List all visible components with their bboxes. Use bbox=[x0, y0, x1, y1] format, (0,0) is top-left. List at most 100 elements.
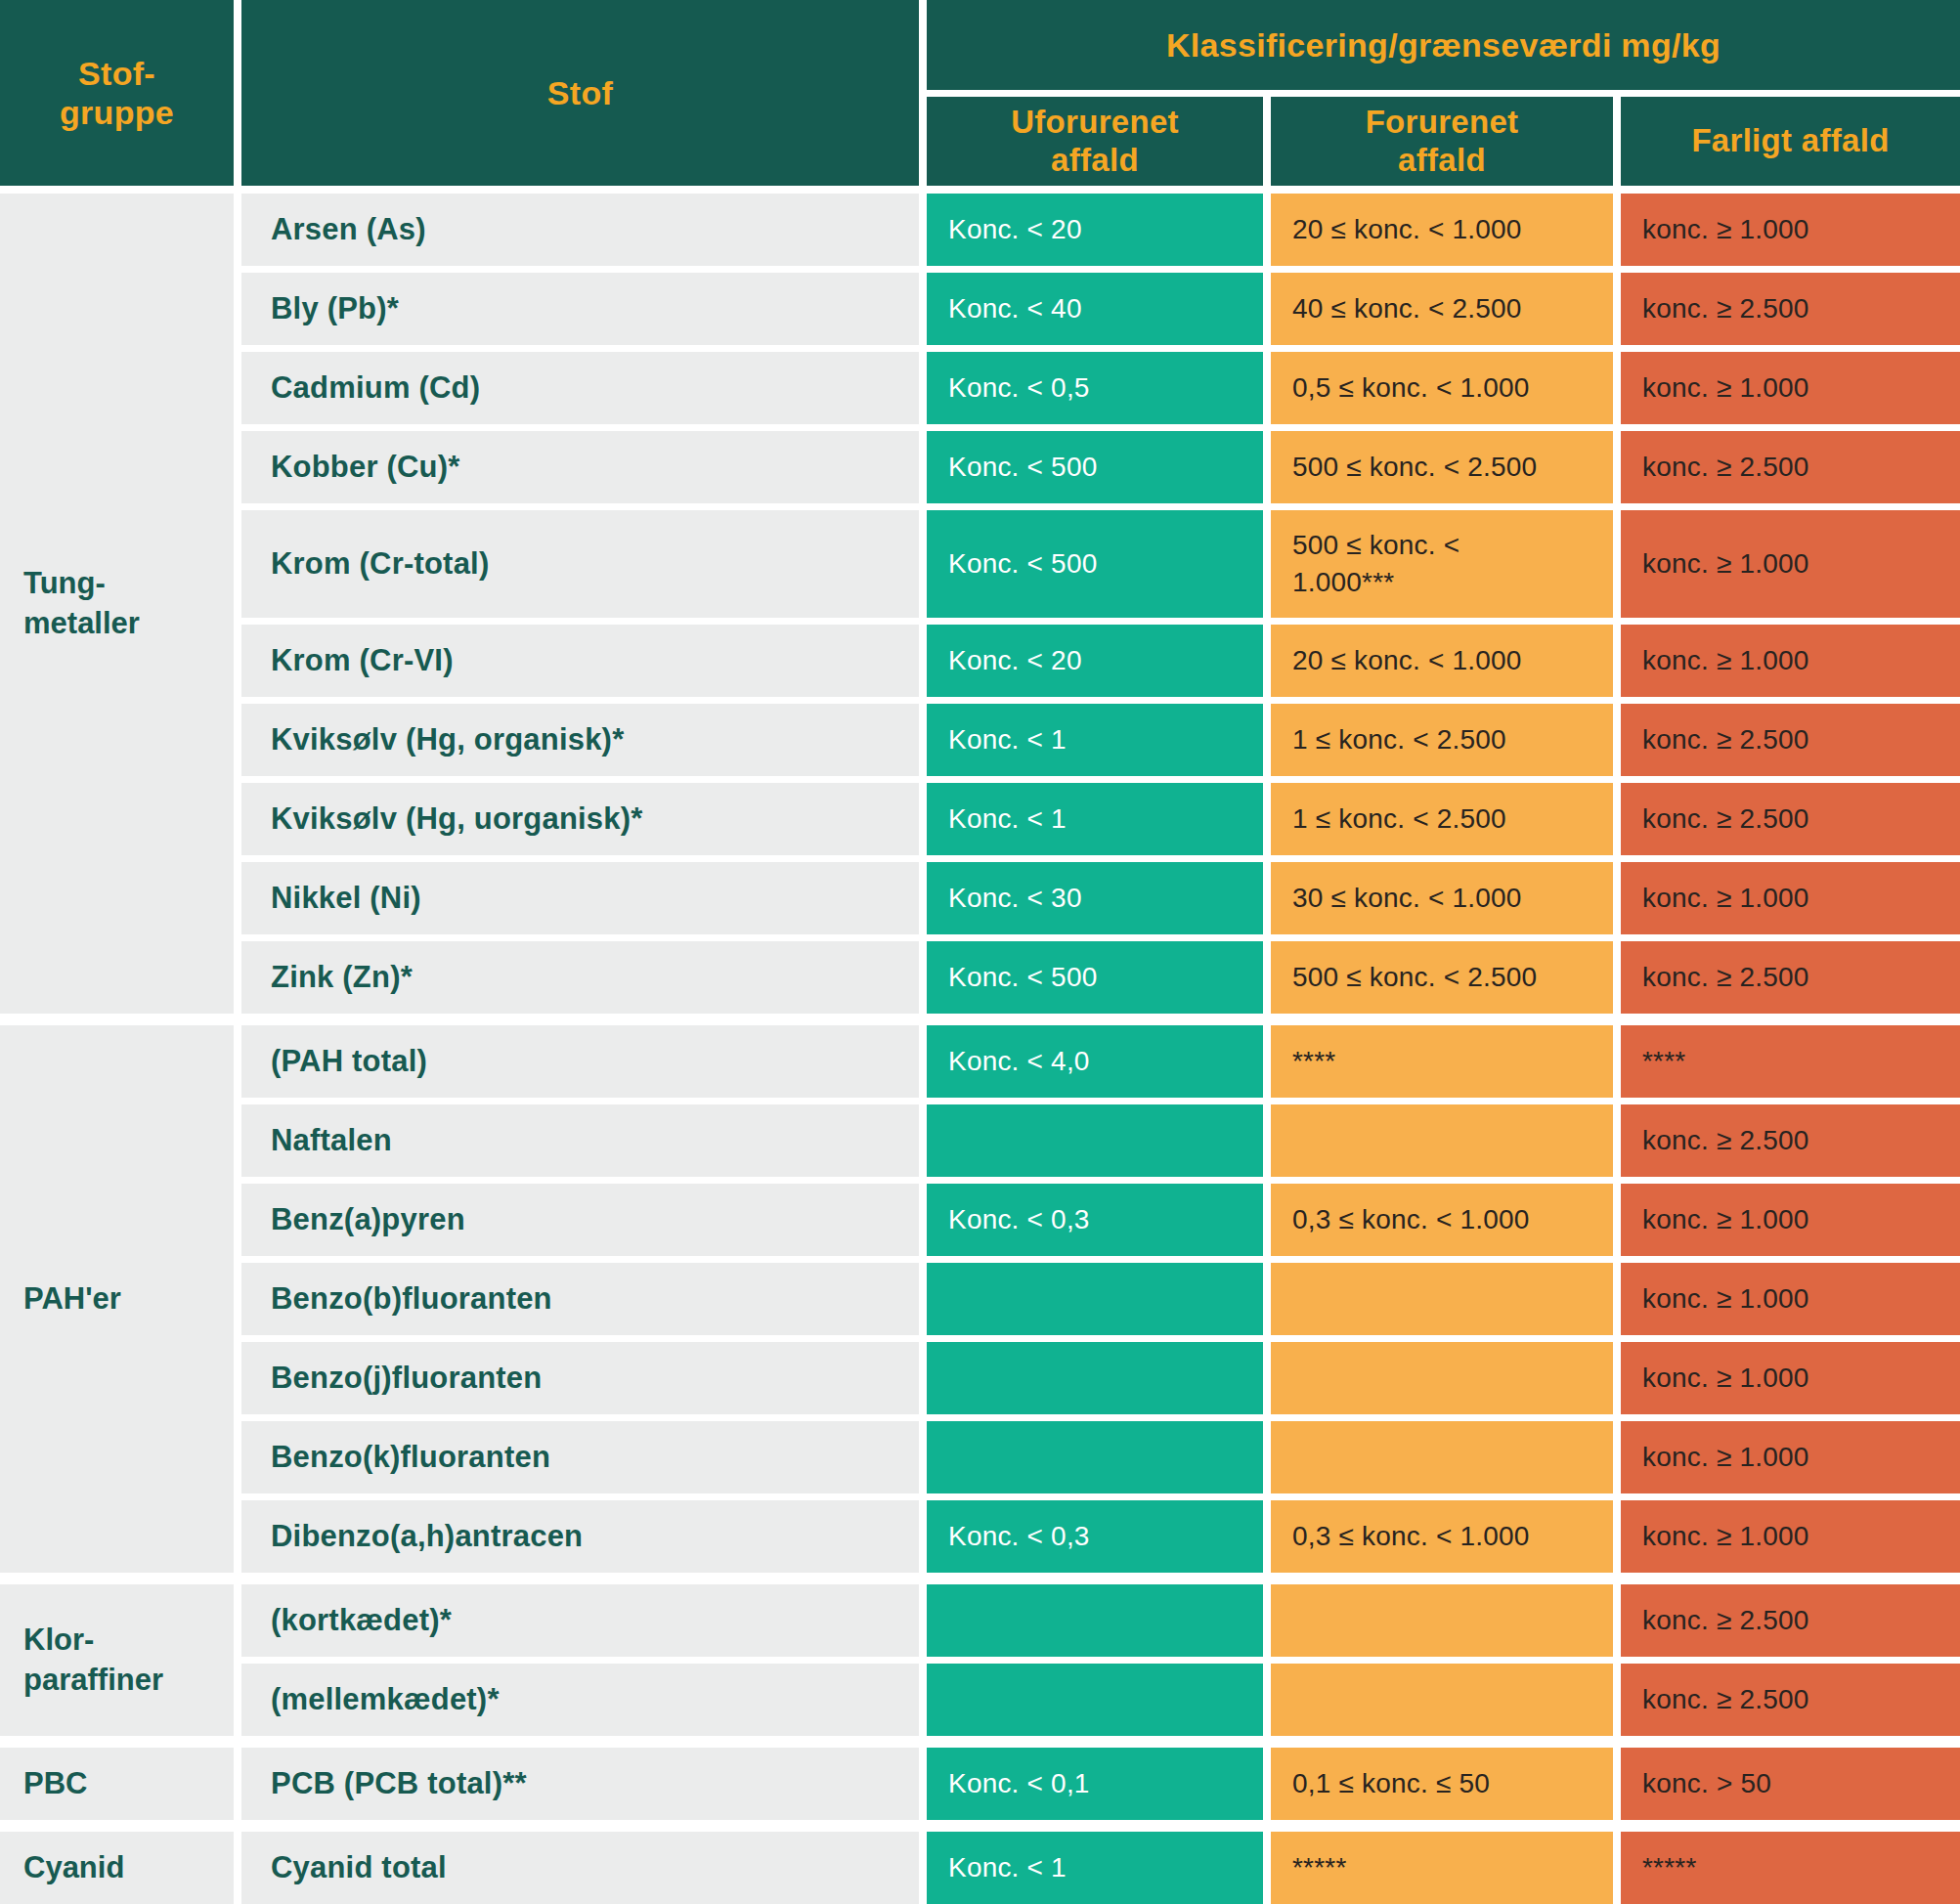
substance-label: (PAH total) bbox=[271, 1044, 427, 1079]
uforurenet-cell: Konc. < 0,3 bbox=[927, 1500, 1263, 1573]
forurenet-cell: ***** bbox=[1271, 1832, 1613, 1904]
substance-group: PAH'er (PAH total) Konc. < 4,0 **** ****… bbox=[0, 1025, 1960, 1573]
uforurenet-value: Konc. < 500 bbox=[948, 545, 1097, 583]
farligt-cell: konc. ≥ 1.000 bbox=[1621, 1500, 1960, 1573]
uforurenet-value: Konc. < 1 bbox=[948, 721, 1067, 758]
farligt-cell: konc. ≥ 1.000 bbox=[1621, 1342, 1960, 1414]
forurenet-cell: 1 ≤ konc. < 2.500 bbox=[1271, 783, 1613, 855]
substance-cell: Zink (Zn)* bbox=[241, 941, 919, 1014]
substance-label: Kviksølv (Hg, uorganisk)* bbox=[271, 801, 643, 837]
farligt-value: konc. ≥ 2.500 bbox=[1642, 801, 1809, 838]
uforurenet-cell: Konc. < 500 bbox=[927, 510, 1263, 618]
farligt-cell: konc. ≥ 1.000 bbox=[1621, 1421, 1960, 1493]
substance-group: Tung- metaller Arsen (As) Konc. < 20 20 … bbox=[0, 194, 1960, 1014]
forurenet-value: 0,3 ≤ konc. < 1.000 bbox=[1292, 1201, 1530, 1238]
substance-cell: Benzo(b)fluoranten bbox=[241, 1263, 919, 1335]
farligt-value: konc. ≥ 2.500 bbox=[1642, 1122, 1809, 1159]
farligt-cell: konc. ≥ 1.000 bbox=[1621, 194, 1960, 266]
farligt-cell: konc. ≥ 2.500 bbox=[1621, 1104, 1960, 1177]
uforurenet-value: Konc. < 30 bbox=[948, 880, 1082, 917]
substance-label: Naftalen bbox=[271, 1123, 392, 1158]
substance-label: Benzo(k)fluoranten bbox=[271, 1440, 550, 1475]
substance-label: Dibenzo(a,h)antracen bbox=[271, 1519, 583, 1554]
farligt-value: konc. ≥ 1.000 bbox=[1642, 1280, 1809, 1318]
forurenet-value: 30 ≤ konc. < 1.000 bbox=[1292, 880, 1522, 917]
forurenet-cell: 500 ≤ konc. < 1.000*** bbox=[1271, 510, 1613, 618]
uforurenet-cell: Konc. < 20 bbox=[927, 625, 1263, 697]
substance-cell: Krom (Cr-total) bbox=[241, 510, 919, 618]
farligt-value: konc. ≥ 1.000 bbox=[1642, 1201, 1809, 1238]
forurenet-value: 500 ≤ konc. < 2.500 bbox=[1292, 959, 1537, 996]
uforurenet-cell bbox=[927, 1421, 1263, 1493]
substance-cell: Benz(a)pyren bbox=[241, 1184, 919, 1256]
farligt-value: konc. ≥ 2.500 bbox=[1642, 290, 1809, 327]
uforurenet-value: Konc. < 20 bbox=[948, 211, 1082, 248]
farligt-value: konc. ≥ 1.000 bbox=[1642, 642, 1809, 679]
substance-cell: (kortkædet)* bbox=[241, 1584, 919, 1657]
uforurenet-cell: Konc. < 500 bbox=[927, 431, 1263, 503]
substance-cell: (PAH total) bbox=[241, 1025, 919, 1098]
forurenet-cell bbox=[1271, 1584, 1613, 1657]
group-label: Klor- paraffiner bbox=[0, 1584, 234, 1736]
uforurenet-value: Konc. < 0,1 bbox=[948, 1765, 1090, 1802]
forurenet-cell: 0,3 ≤ konc. < 1.000 bbox=[1271, 1184, 1613, 1256]
substance-label: Krom (Cr-total) bbox=[271, 546, 489, 582]
forurenet-value: 0,3 ≤ konc. < 1.000 bbox=[1292, 1518, 1530, 1555]
header-farligt-affald: Farligt affald bbox=[1621, 97, 1960, 186]
farligt-value: konc. ≥ 2.500 bbox=[1642, 1602, 1809, 1639]
farligt-value: konc. ≥ 1.000 bbox=[1642, 545, 1809, 583]
substance-cell: Nikkel (Ni) bbox=[241, 862, 919, 934]
uforurenet-value: Konc. < 1 bbox=[948, 1849, 1067, 1886]
substance-label: (kortkædet)* bbox=[271, 1603, 452, 1638]
farligt-cell: konc. ≥ 1.000 bbox=[1621, 352, 1960, 424]
group-label: Cyanid bbox=[0, 1832, 234, 1904]
farligt-cell: konc. ≥ 1.000 bbox=[1621, 1263, 1960, 1335]
substance-label: Kobber (Cu)* bbox=[271, 450, 460, 485]
farligt-cell: konc. ≥ 1.000 bbox=[1621, 1184, 1960, 1256]
uforurenet-cell: Konc. < 1 bbox=[927, 704, 1263, 776]
farligt-cell: konc. ≥ 1.000 bbox=[1621, 510, 1960, 618]
forurenet-cell bbox=[1271, 1104, 1613, 1177]
uforurenet-value: Konc. < 20 bbox=[948, 642, 1082, 679]
uforurenet-cell bbox=[927, 1342, 1263, 1414]
forurenet-value: 20 ≤ konc. < 1.000 bbox=[1292, 211, 1522, 248]
farligt-value: konc. ≥ 2.500 bbox=[1642, 721, 1809, 758]
substance-cell: Krom (Cr-VI) bbox=[241, 625, 919, 697]
forurenet-cell: 500 ≤ konc. < 2.500 bbox=[1271, 941, 1613, 1014]
header-uforurenet-affald: Uforurenet affald bbox=[927, 97, 1263, 186]
substance-label: Benzo(b)fluoranten bbox=[271, 1281, 552, 1317]
farligt-cell: konc. ≥ 1.000 bbox=[1621, 862, 1960, 934]
forurenet-value: 1 ≤ konc. < 2.500 bbox=[1292, 721, 1506, 758]
substance-label: Nikkel (Ni) bbox=[271, 881, 421, 916]
substance-cell: Dibenzo(a,h)antracen bbox=[241, 1500, 919, 1573]
farligt-cell: konc. > 50 bbox=[1621, 1748, 1960, 1820]
forurenet-cell: 0,5 ≤ konc. < 1.000 bbox=[1271, 352, 1613, 424]
uforurenet-value: Konc. < 4,0 bbox=[948, 1043, 1090, 1080]
farligt-value: konc. ≥ 2.500 bbox=[1642, 1681, 1809, 1718]
forurenet-cell: 40 ≤ konc. < 2.500 bbox=[1271, 273, 1613, 345]
uforurenet-cell: Konc. < 1 bbox=[927, 1832, 1263, 1904]
farligt-cell: ***** bbox=[1621, 1832, 1960, 1904]
uforurenet-cell: Konc. < 20 bbox=[927, 194, 1263, 266]
farligt-cell: konc. ≥ 2.500 bbox=[1621, 1584, 1960, 1657]
forurenet-cell bbox=[1271, 1342, 1613, 1414]
farligt-value: konc. ≥ 1.000 bbox=[1642, 369, 1809, 407]
substance-cell: Arsen (As) bbox=[241, 194, 919, 266]
substance-label: Benz(a)pyren bbox=[271, 1202, 465, 1237]
substance-group: Klor- paraffiner (kortkædet)* konc. ≥ 2.… bbox=[0, 1584, 1960, 1736]
uforurenet-cell bbox=[927, 1584, 1263, 1657]
forurenet-cell: 1 ≤ konc. < 2.500 bbox=[1271, 704, 1613, 776]
table-body: Tung- metaller Arsen (As) Konc. < 20 20 … bbox=[0, 194, 1960, 1904]
substance-group: Cyanid Cyanid total Konc. < 1 ***** ****… bbox=[0, 1832, 1960, 1904]
waste-classification-table: Stof- gruppe Stof Klassificering/grænsev… bbox=[0, 0, 1960, 1904]
uforurenet-value: Konc. < 0,3 bbox=[948, 1518, 1090, 1555]
substance-label: PCB (PCB total)** bbox=[271, 1766, 527, 1801]
substance-cell: Naftalen bbox=[241, 1104, 919, 1177]
uforurenet-cell: Konc. < 30 bbox=[927, 862, 1263, 934]
uforurenet-cell: Konc. < 0,5 bbox=[927, 352, 1263, 424]
farligt-value: konc. ≥ 2.500 bbox=[1642, 959, 1809, 996]
substance-cell: (mellemkædet)* bbox=[241, 1664, 919, 1736]
forurenet-value: 500 ≤ konc. < 2.500 bbox=[1292, 449, 1537, 486]
forurenet-cell: 20 ≤ konc. < 1.000 bbox=[1271, 194, 1613, 266]
uforurenet-value: Konc. < 500 bbox=[948, 959, 1097, 996]
